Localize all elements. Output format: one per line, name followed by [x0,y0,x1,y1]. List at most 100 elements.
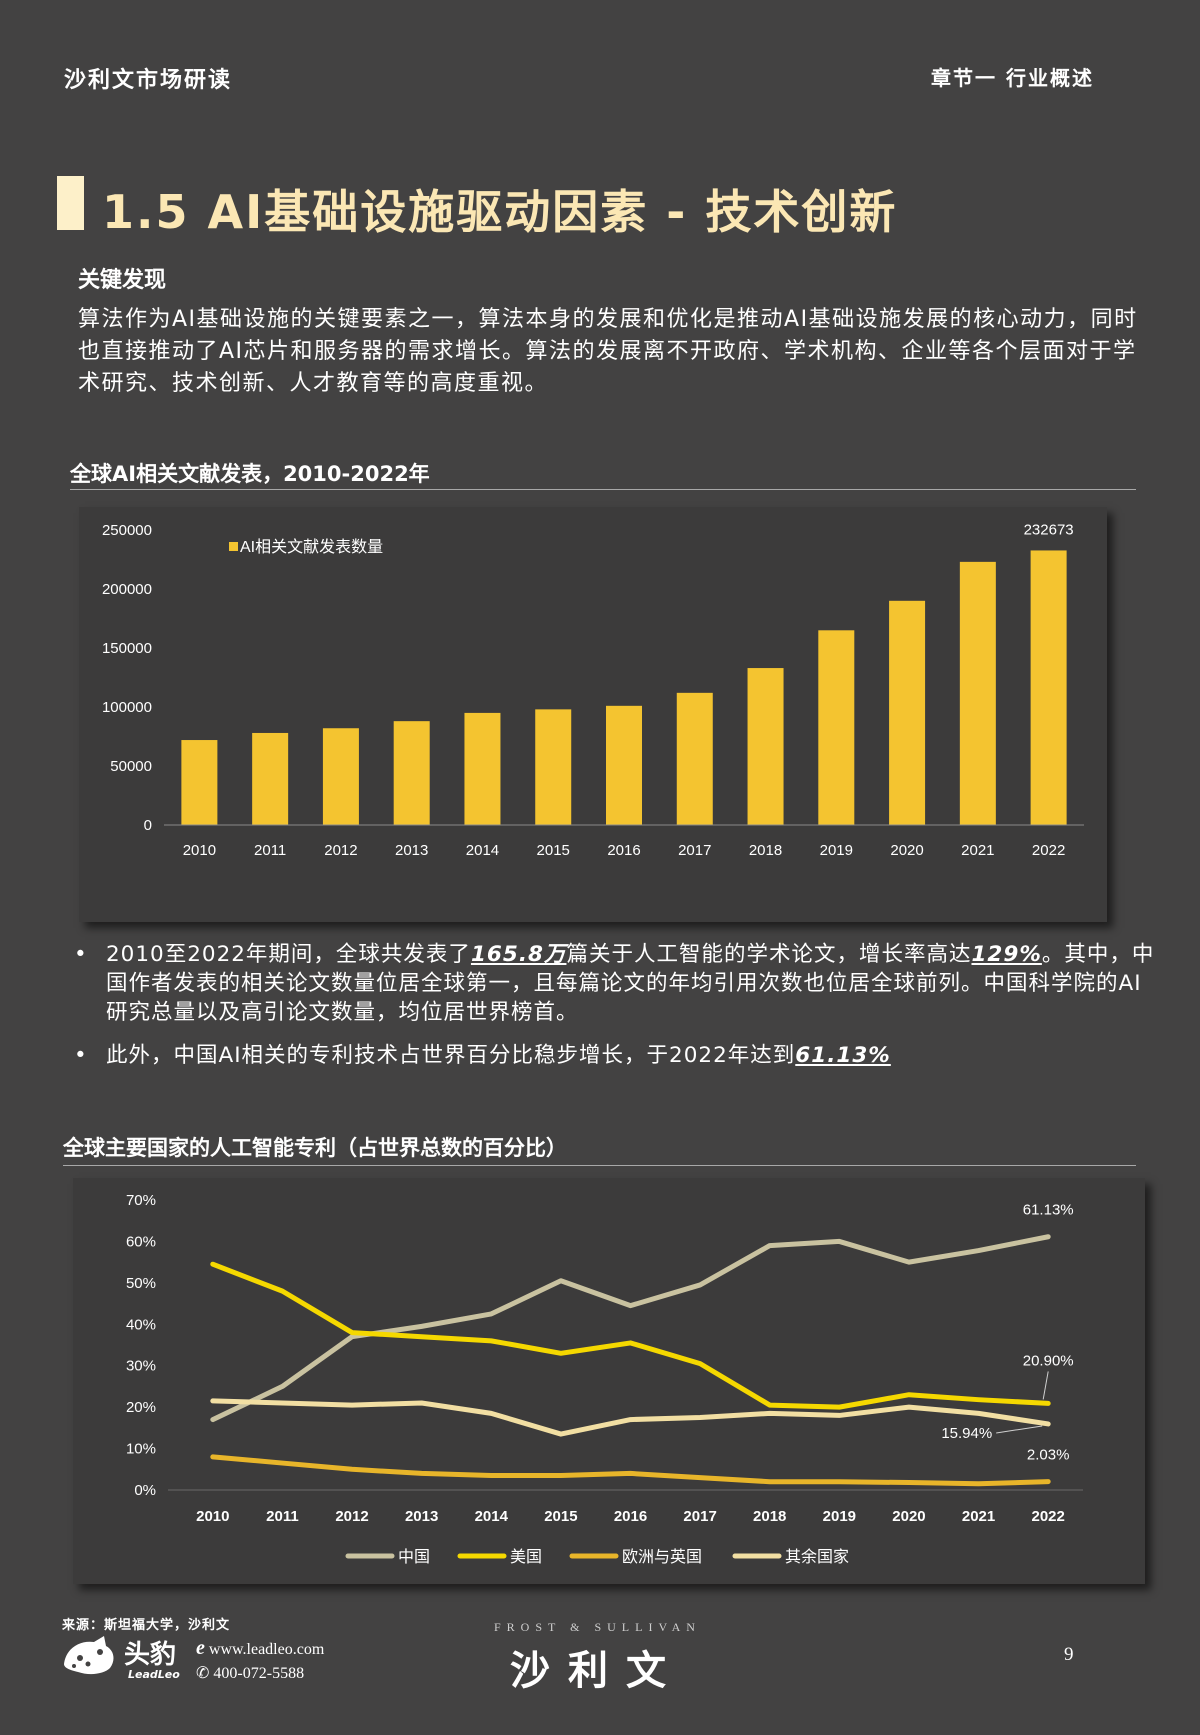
x-tick-label: 2021 [962,1508,995,1525]
x-tick-label: 2014 [475,1508,509,1525]
bullet-dot: • [74,942,88,967]
bar [464,712,501,825]
chart2-panel: 0% 10% 20% 30% 40% 50% 60% 70% 2010 2011 2012 2013 2… [73,1178,1145,1584]
bar [959,561,996,825]
x-tick-label: 2012 [324,842,357,859]
chart1-panel: 0 50000 100000 150000 200000 250000 2010 2011 20… [79,507,1107,922]
brand-name: 头豹 [124,1640,177,1670]
y-tick-label: 20% [126,1399,156,1416]
bar [322,728,359,825]
bar [535,709,572,825]
x-tick-label: 2014 [466,842,499,859]
bar [818,630,855,825]
series-line [210,1234,1051,1423]
bar [252,732,289,825]
y-tick-label: 10% [126,1441,156,1458]
legend-swatch [229,542,238,551]
chart2-title: 全球主要国家的人工智能专利（占世界总数的百分比） [63,1136,567,1160]
x-tick-label: 2015 [537,842,570,859]
highlight-value: 129% [971,942,1042,967]
header-right: 章节一 行业概述 [931,66,1094,90]
series-line [210,1454,1051,1487]
header-left: 沙利文市场研读 [64,68,233,93]
series-line [210,1398,1051,1437]
y-tick-label: 50000 [110,758,152,775]
brand-name-en: LeadLeo [128,1668,180,1681]
bar [606,705,642,825]
chart1-title: 全球AI相关文献发表，2010-2022年 [70,462,430,486]
bar-chart: 0 50000 100000 150000 200000 250000 2010 2011 20… [102,521,1084,859]
key-findings-text: 算法作为AI基础设施的关键要素之一，算法本身的发展和优化是推动AI基础设施发展的… [78,307,1138,396]
web-icon: e [196,1637,205,1659]
bar [747,668,784,825]
title-accent-bar [57,176,84,230]
bullet-list: • 2010至2022年期间，全球共发表了165.8万篇关于人工智能的学术论文，… [72,940,1162,1084]
line-chart: 0% 10% 20% 30% 40% 50% 60% 70% 2010 2011 2012 2013 2… [126,1192,1083,1566]
leader-line [1042,1371,1049,1400]
y-tick-label: 40% [126,1316,156,1333]
bar [393,721,430,825]
x-tick-label: 2019 [823,1508,856,1525]
x-tick-label: 2013 [395,842,428,859]
x-tick-label: 2010 [183,842,216,859]
legend-label: AI相关文献发表数量 [240,538,383,556]
x-tick-label: 2016 [607,842,640,859]
leader-line [996,1425,1043,1434]
phone-number: 400-072-5588 [213,1665,305,1682]
end-label: 61.13% [1023,1202,1074,1219]
bullet-dot: • [74,1043,88,1068]
data-label: 232673 [1024,521,1074,538]
y-tick-label: 200000 [102,581,152,598]
bullet-text: 2010至2022年期间，全球共发表了165.8万篇关于人工智能的学术论文，增长… [106,942,1155,1025]
x-tick-label: 2022 [1032,1508,1065,1525]
page-number: 9 [1064,1644,1074,1665]
highlight-value: 61.13% [795,1043,891,1068]
bar [1030,550,1067,825]
bullet-item: • 此外，中国AI相关的专利技术占世界百分比稳步增长，于2022年达到61.13… [72,1041,1162,1070]
y-tick-label: 250000 [102,522,152,539]
page-title: 1.5 AI基础设施驱动因素 - 技术创新 [102,185,898,239]
y-tick-label: 60% [126,1233,156,1250]
x-tick-label: 2013 [405,1508,438,1525]
x-tick-label: 2017 [683,1508,716,1525]
bar [676,692,713,825]
x-tick-label: 2011 [254,842,286,859]
y-tick-label: 50% [126,1275,156,1292]
x-tick-label: 2012 [335,1508,368,1525]
bullet-item: • 2010至2022年期间，全球共发表了165.8万篇关于人工智能的学术论文，… [72,940,1162,1027]
contact-info: e www.leadleo.com ✆ 400-072-5588 [196,1636,324,1686]
end-label: 2.03% [1027,1447,1070,1464]
phone-icon: ✆ [196,1665,210,1682]
y-tick-label: 100000 [102,699,152,716]
fs-wordmark-cn: 沙利文 [510,1648,684,1694]
y-tick-label: 70% [126,1192,156,1209]
leopard-logo-icon [60,1634,118,1680]
x-tick-label: 2017 [678,842,711,859]
end-label: 15.94% [941,1425,992,1442]
y-tick-label: 150000 [102,640,152,657]
legend-label: 美国 [510,1548,542,1566]
y-tick-label: 0 [144,817,152,834]
key-findings-heading: 关键发现 [78,268,167,293]
y-tick-label: 30% [126,1358,156,1375]
x-tick-label: 2020 [892,1508,925,1525]
x-tick-label: 2020 [890,842,923,859]
legend-label: 欧洲与英国 [622,1548,702,1566]
bar [181,740,218,825]
x-tick-label: 2011 [266,1508,299,1525]
bullet-text: 此外，中国AI相关的专利技术占世界百分比稳步增长，于2022年达到61.13% [106,1043,891,1068]
legend-label: 其余国家 [785,1547,849,1566]
x-tick-label: 2016 [614,1508,647,1525]
phone-line: ✆ 400-072-5588 [196,1662,324,1686]
website-link[interactable]: www.leadleo.com [208,1641,325,1658]
chart2-divider [63,1165,1136,1166]
bar [889,600,926,825]
x-tick-label: 2022 [1032,842,1065,859]
x-tick-label: 2015 [544,1508,577,1525]
y-tick-label: 0% [134,1482,156,1499]
x-tick-label: 2019 [820,842,853,859]
series-line [210,1261,1051,1410]
legend-label: 中国 [398,1548,430,1566]
chart1-divider [70,489,1136,490]
source-note: 来源：斯坦福大学，沙利文 [62,1618,231,1633]
